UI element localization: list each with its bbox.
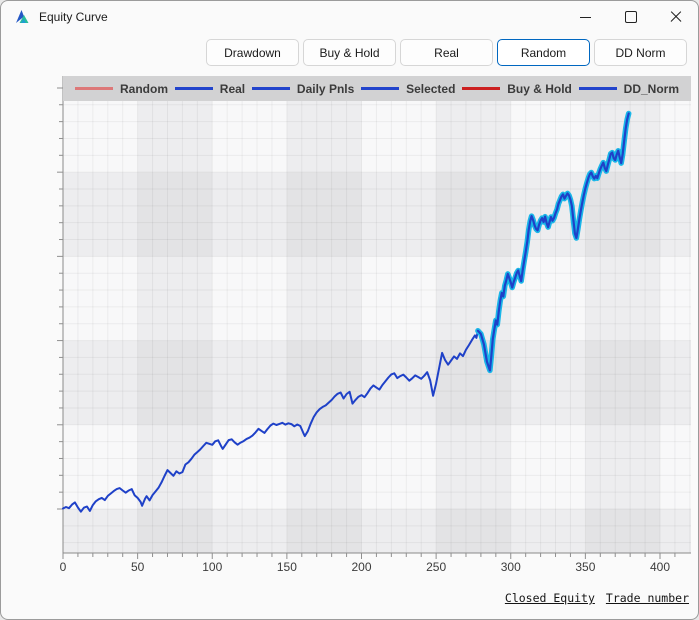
window-title: Equity Curve xyxy=(39,10,108,24)
legend-label: Daily Pnls xyxy=(296,81,355,96)
legend-line-swatch xyxy=(578,87,617,90)
legend-item-real[interactable]: Real xyxy=(174,81,246,96)
x-tick-label: 150 xyxy=(276,560,297,574)
legend-label: DD_Norm xyxy=(623,81,679,96)
legend-item-daily-pnls[interactable]: Daily Pnls xyxy=(251,81,355,96)
legend-line-swatch xyxy=(462,87,501,90)
titlebar: Equity Curve xyxy=(1,1,698,33)
maximize-icon xyxy=(624,11,637,23)
legend-line-swatch xyxy=(361,87,400,90)
legend-item-random[interactable]: Random xyxy=(75,82,168,96)
legend-label: Buy & Hold xyxy=(507,81,572,96)
legend-line-swatch xyxy=(251,87,290,90)
legend-label: Random xyxy=(120,81,168,96)
legend-item-buy-and-hold[interactable]: Buy & Hold xyxy=(462,82,572,96)
legend-item-selected[interactable]: Selected xyxy=(361,82,455,96)
legend-label: Real xyxy=(219,81,246,96)
drawdown-button[interactable]: Drawdown xyxy=(206,39,299,66)
x-tick-label: 200 xyxy=(351,560,372,574)
x-tick-label: 300 xyxy=(500,560,521,574)
maximize-button[interactable] xyxy=(608,1,653,33)
minimize-icon xyxy=(580,16,591,18)
dd-norm-button[interactable]: DD Norm xyxy=(594,39,687,66)
real-button[interactable]: Real xyxy=(400,39,493,66)
x-axis-link-trade-number[interactable]: Trade number xyxy=(605,591,689,605)
axis-links: Closed Equity Trade number xyxy=(505,591,689,605)
x-tick-label: 350 xyxy=(575,560,596,574)
legend-label: Selected xyxy=(406,81,456,96)
close-button[interactable] xyxy=(653,1,698,33)
x-tick-label: 100 xyxy=(202,560,223,574)
x-tick-label: 250 xyxy=(426,560,447,574)
y-axis-link-closed-equity[interactable]: Closed Equity xyxy=(504,591,595,605)
legend-line-swatch xyxy=(75,87,113,90)
legend-item-dd-norm[interactable]: DD_Norm xyxy=(578,81,679,96)
legend-line-swatch xyxy=(174,87,213,90)
random-button[interactable]: Random xyxy=(497,39,590,66)
x-tick-label: 400 xyxy=(649,560,671,574)
chart-legend: Random Real Daily Pnls Selected Buy & Ho… xyxy=(63,76,691,101)
app-icon xyxy=(16,10,29,23)
buy-and-hold-button[interactable]: Buy & Hold xyxy=(303,39,396,66)
x-tick-label: 50 xyxy=(130,560,145,574)
chart-mode-toolbar: Drawdown Buy & Hold Real Random DD Norm xyxy=(206,39,687,66)
minimize-button[interactable] xyxy=(563,1,608,33)
x-tick-label: 0 xyxy=(59,560,67,574)
close-icon xyxy=(670,11,682,23)
